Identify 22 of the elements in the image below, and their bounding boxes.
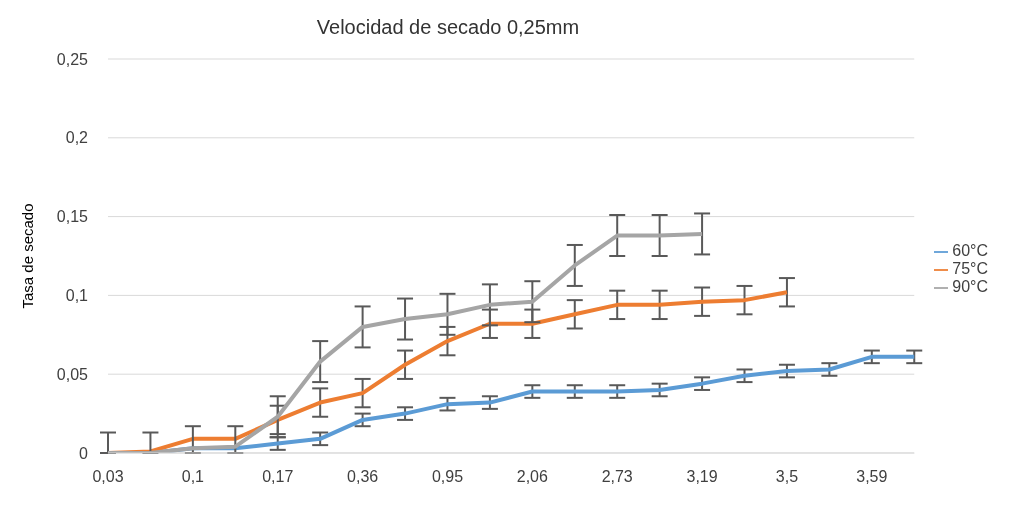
y-tick-label: 0,05 xyxy=(56,365,89,383)
y-tick-label: 0,1 xyxy=(65,287,89,305)
x-tick-label: 0,36 xyxy=(347,468,379,486)
x-tick-label: 2,73 xyxy=(601,468,633,486)
y-tick-label: 0,25 xyxy=(56,50,89,68)
x-tick-label: 3,19 xyxy=(686,468,718,486)
x-tick-label: 3,5 xyxy=(775,468,799,486)
y-tick-label: 0,2 xyxy=(65,129,89,147)
y-axis-title: Tasa de secado xyxy=(19,203,37,309)
x-tick-label: 3,59 xyxy=(856,468,888,486)
legend-label: 75°C xyxy=(952,260,988,277)
x-tick-label: 0,1 xyxy=(181,468,205,486)
x-tick-label: 0,17 xyxy=(262,468,294,486)
legend-label: 60°C xyxy=(952,242,988,259)
legend-label: 90°C xyxy=(952,278,988,295)
chart-title: Velocidad de secado 0,25mm xyxy=(315,15,581,39)
line-series xyxy=(106,231,705,453)
x-tick-label: 0,03 xyxy=(92,468,124,486)
x-tick-label: 0,95 xyxy=(431,468,464,486)
x-tick-label: 2,06 xyxy=(516,468,549,486)
y-tick-label: 0,15 xyxy=(56,208,89,226)
y-tick-label: 0 xyxy=(79,444,89,462)
